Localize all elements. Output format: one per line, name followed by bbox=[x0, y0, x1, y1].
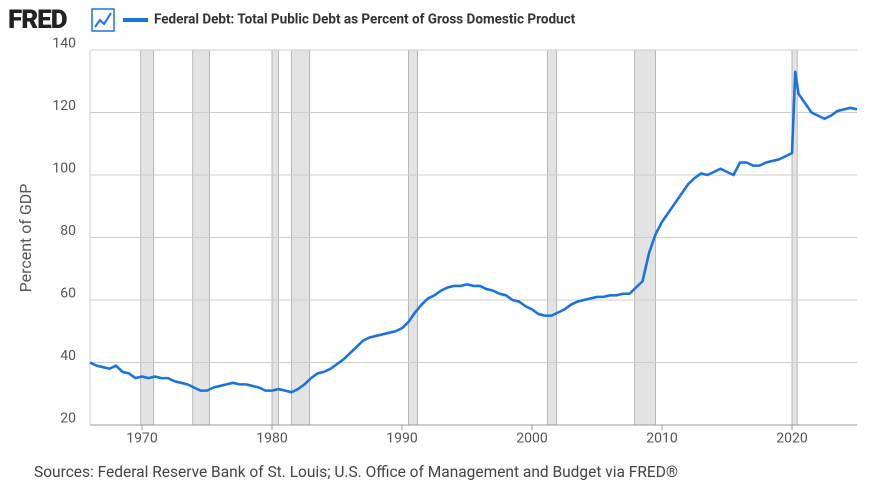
source-note: Sources: Federal Reserve Bank of St. Lou… bbox=[34, 463, 678, 481]
y-tick-label: 40 bbox=[60, 348, 76, 364]
y-tick-label: 120 bbox=[52, 98, 76, 114]
y-tick-label: 80 bbox=[60, 223, 76, 239]
y-tick-label: 100 bbox=[52, 161, 76, 177]
data-line bbox=[89, 70, 858, 394]
x-tick-label: 2000 bbox=[516, 431, 548, 447]
y-tick-label: 60 bbox=[60, 286, 76, 302]
y-tick-label: 140 bbox=[52, 36, 76, 52]
x-tick-label: 1990 bbox=[386, 431, 418, 447]
x-tick-label: 2020 bbox=[776, 431, 808, 447]
legend-label: Federal Debt: Total Public Debt as Perce… bbox=[154, 12, 576, 28]
logo-icon bbox=[91, 8, 115, 32]
x-tick-label: 2010 bbox=[646, 431, 678, 447]
x-tick-label: 1970 bbox=[126, 431, 158, 447]
y-tick-label: 20 bbox=[60, 411, 76, 427]
logo: FRED bbox=[8, 5, 67, 35]
x-tick-label: 1980 bbox=[256, 431, 288, 447]
y-axis-label: Percent of GDP bbox=[16, 184, 35, 293]
